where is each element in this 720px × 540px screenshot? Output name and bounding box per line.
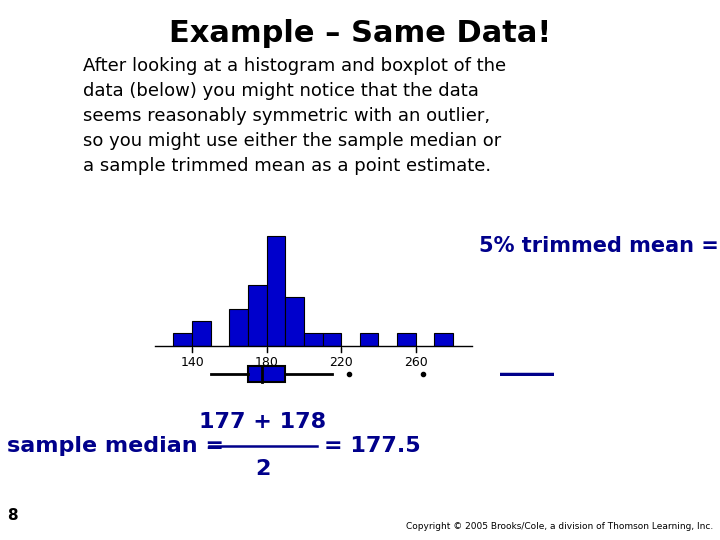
- Text: 8: 8: [7, 508, 18, 523]
- Bar: [360, 333, 379, 346]
- Bar: [230, 309, 248, 346]
- Text: 5% trimmed mean = 180.07: 5% trimmed mean = 180.07: [479, 235, 720, 256]
- Text: After looking at a histogram and boxplot of the
data (below) you might notice th: After looking at a histogram and boxplot…: [83, 57, 506, 175]
- Bar: [248, 285, 266, 346]
- Bar: [192, 321, 211, 346]
- Bar: [248, 366, 285, 382]
- Text: = 177.5: = 177.5: [324, 435, 420, 456]
- Bar: [397, 333, 415, 346]
- Bar: [304, 333, 323, 346]
- Text: Copyright © 2005 Brooks/Cole, a division of Thomson Learning, Inc.: Copyright © 2005 Brooks/Cole, a division…: [405, 522, 713, 531]
- Bar: [266, 237, 285, 346]
- Text: 2: 2: [255, 458, 271, 479]
- Text: 177 + 178: 177 + 178: [199, 412, 326, 433]
- Bar: [323, 333, 341, 346]
- Text: Example – Same Data!: Example – Same Data!: [169, 19, 551, 48]
- Bar: [285, 297, 304, 346]
- Bar: [434, 333, 453, 346]
- Bar: [174, 333, 192, 346]
- Text: sample median =: sample median =: [7, 435, 232, 456]
